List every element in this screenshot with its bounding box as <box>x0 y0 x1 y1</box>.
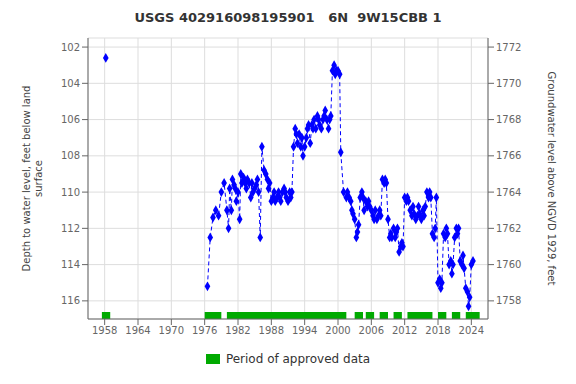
svg-text:1764: 1764 <box>496 187 521 198</box>
svg-text:110: 110 <box>61 187 80 198</box>
svg-text:116: 116 <box>61 295 80 306</box>
svg-text:1770: 1770 <box>496 78 521 89</box>
svg-text:106: 106 <box>61 114 80 125</box>
html-text:USGS 402916098195901 6N 9W15CB: USGS 402916098195901 6N 9W15CBB 1 <box>134 10 442 25</box>
svg-text:2006: 2006 <box>359 325 384 336</box>
svg-text:1976: 1976 <box>192 325 217 336</box>
svg-text:1970: 1970 <box>159 325 184 336</box>
svg-text:2000: 2000 <box>325 325 350 336</box>
svg-text:102: 102 <box>61 42 80 53</box>
svg-text:1988: 1988 <box>259 325 284 336</box>
html-text:Period of approved data: Period of approved data <box>225 352 371 366</box>
svg-text:104: 104 <box>61 78 80 89</box>
svg-text:1762: 1762 <box>496 223 521 234</box>
svg-text:1758: 1758 <box>496 295 521 306</box>
svg-text:1964: 1964 <box>125 325 150 336</box>
svg-text:1760: 1760 <box>496 259 521 270</box>
svg-text:108: 108 <box>61 150 80 161</box>
svg-text:2024: 2024 <box>459 325 484 336</box>
svg-text:1994: 1994 <box>292 325 317 336</box>
svg-text:1766: 1766 <box>496 150 521 161</box>
svg-text:1772: 1772 <box>496 42 521 53</box>
svg-text:112: 112 <box>61 223 80 234</box>
svg-text:1982: 1982 <box>225 325 250 336</box>
svg-text:2018: 2018 <box>425 325 450 336</box>
svg-text:Groundwater level above NGVD 1: Groundwater level above NGVD 1929, feet <box>546 72 557 286</box>
svg-text:2012: 2012 <box>392 325 417 336</box>
svg-text:1958: 1958 <box>92 325 117 336</box>
svg-text:Depth to water level, feet bel: Depth to water level, feet below landsur… <box>21 86 44 272</box>
svg-text:114: 114 <box>61 259 80 270</box>
svg-text:1768: 1768 <box>496 114 521 125</box>
